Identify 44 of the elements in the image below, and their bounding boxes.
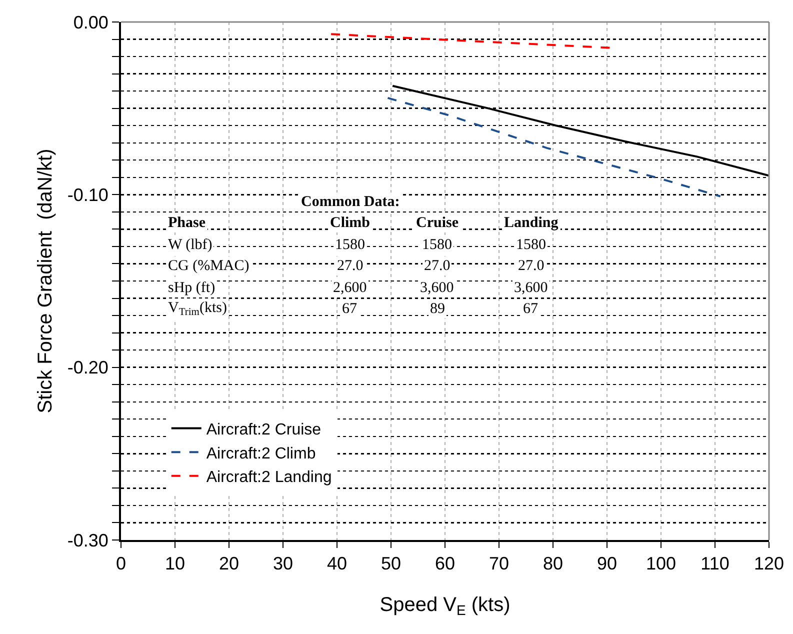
annotation: 3,600 — [420, 280, 454, 296]
annotation: 2,600 — [333, 280, 367, 296]
x-tick-label: 40 — [326, 554, 348, 574]
annotation: Phase — [168, 215, 206, 231]
legend-label: Aircraft:2 Landing — [206, 469, 332, 486]
x-tick-label: 100 — [646, 554, 676, 574]
x-tick-label: 10 — [164, 554, 186, 574]
annotation: Climb — [330, 215, 370, 231]
x-tick-label: 60 — [434, 554, 456, 574]
x-tick-label: 110 — [700, 554, 730, 574]
annotation: 27.0 — [518, 258, 544, 274]
x-tick-label: 20 — [218, 554, 240, 574]
x-tick-label: 50 — [380, 554, 402, 574]
x-tick-label: 30 — [272, 554, 294, 574]
legend-label: Aircraft:2 Cruise — [206, 422, 322, 439]
annotation: 27.0 — [337, 258, 364, 274]
x-tick-label: 90 — [596, 554, 618, 574]
annotation: Cruise — [416, 215, 459, 231]
legend-label: Aircraft:2 Climb — [206, 445, 316, 462]
y-tick-label: -0.10 — [67, 184, 108, 205]
annotation: CG (%MAC) — [168, 258, 250, 274]
annotation: 1580 — [422, 237, 452, 253]
x-tick-label: 0 — [116, 554, 126, 574]
annotation: 3,600 — [514, 280, 548, 296]
annotation: 1580 — [335, 237, 365, 253]
annotation: 89 — [430, 301, 445, 317]
y-tick-label: -0.20 — [67, 358, 108, 378]
annotation: sHp (ft) — [168, 280, 216, 296]
annotation: Landing — [504, 215, 559, 231]
line-series — [386, 96, 722, 198]
annotation: 27.0 — [424, 258, 450, 274]
x-tick-label: 80 — [542, 554, 564, 574]
annotation: 67 — [523, 301, 538, 317]
annotation: W (lbf) — [168, 237, 212, 253]
annotation: 67 — [342, 301, 358, 317]
annotation: V$_{Trim}$(kts) — [168, 300, 227, 318]
x-axis-title: Speed V$_{E}$ (kts) — [380, 594, 510, 618]
x-tick-label: 120 — [754, 554, 784, 574]
y-tick-label: -0.30 — [67, 530, 108, 550]
x-tick-label: 70 — [488, 554, 510, 574]
annotation: Common Data: — [301, 194, 400, 210]
y-axis-title: Stick Force Gradient (daN/kt) — [34, 148, 56, 414]
annotation: 1580 — [516, 237, 546, 253]
y-tick-label: 0.00 — [73, 12, 108, 32]
